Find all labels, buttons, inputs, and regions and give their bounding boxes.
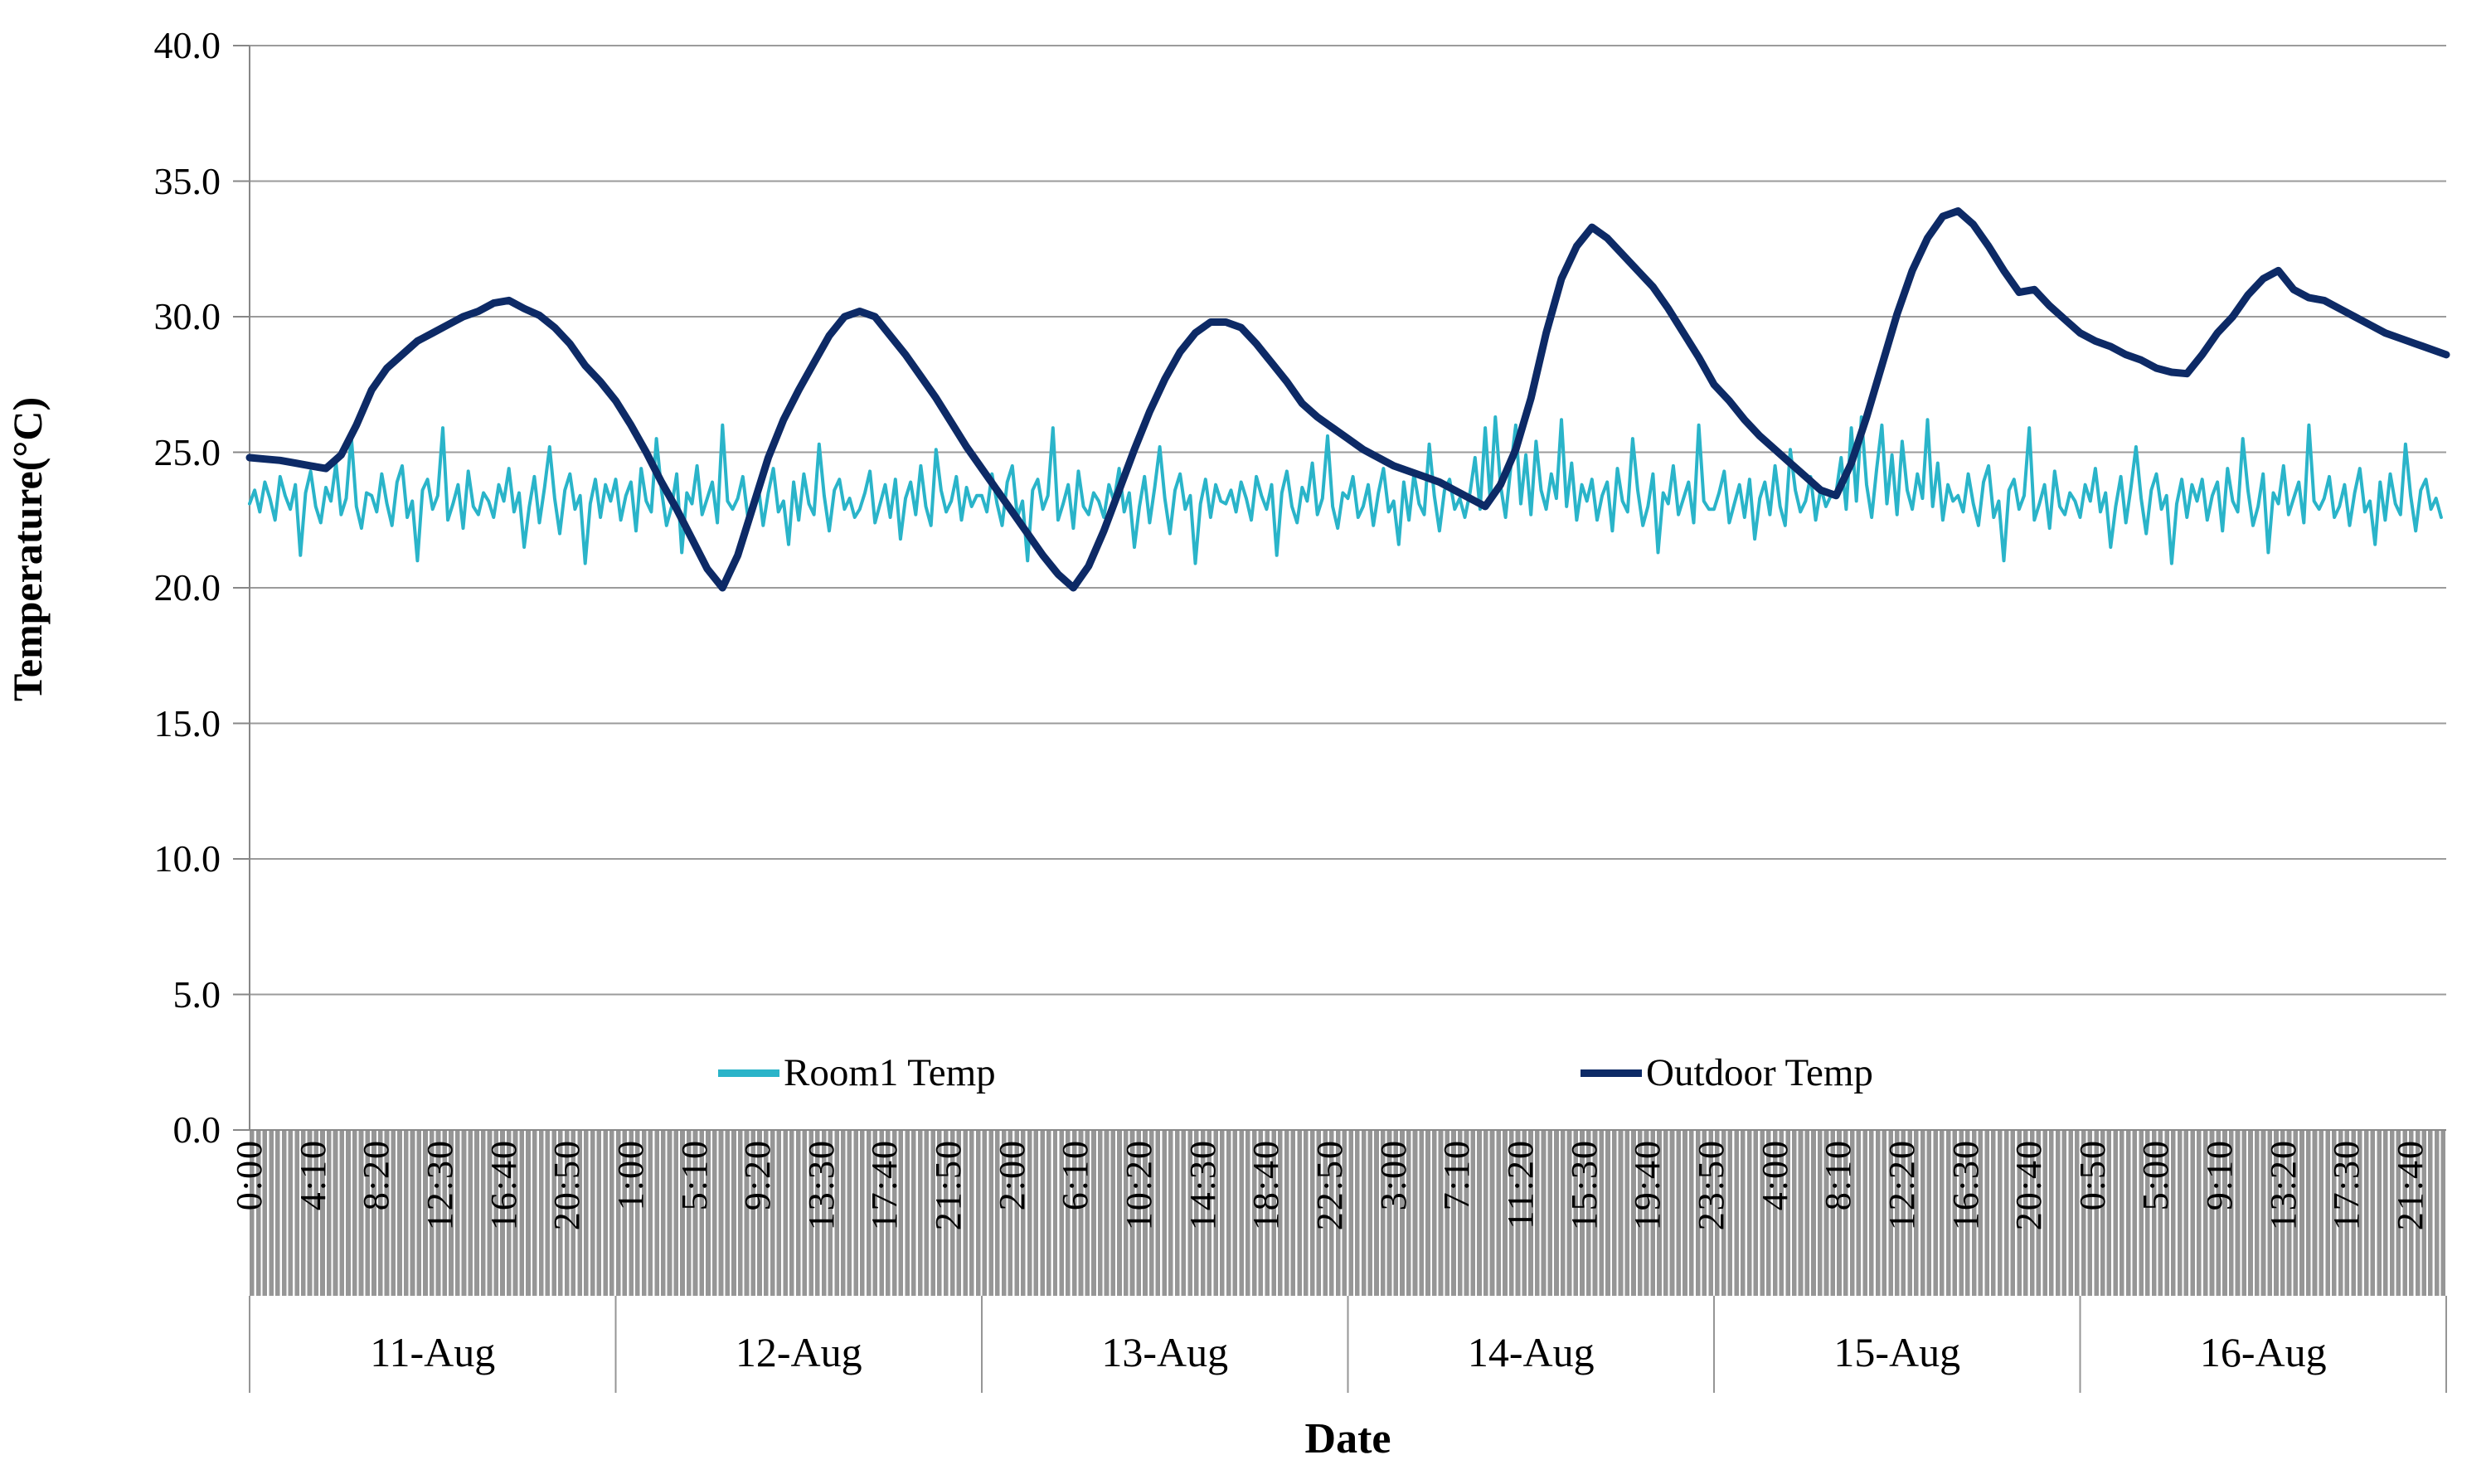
y-tick-label: 0.0 [172,1108,221,1151]
legend-label-room1-temp: Room1 Temp [784,1051,996,1094]
x-time-label: 1:00 [609,1139,651,1211]
x-time-label: 6:10 [1055,1139,1096,1211]
outdoor-temp-line-swatch [1581,1069,1642,1077]
x-time-label: 0:50 [2071,1139,2113,1211]
y-tick-label: 30.0 [153,295,221,337]
x-time-label: 23:50 [1690,1139,1731,1231]
x-time-label: 17:30 [2326,1139,2367,1231]
x-time-label: 9:10 [2199,1139,2241,1211]
x-date-label: 11-Aug [370,1329,496,1375]
y-tick-label: 15.0 [153,701,221,744]
x-time-label: 8:10 [1818,1139,1859,1211]
x-axis-tick-band [250,1131,2446,1296]
x-time-label: 16:30 [1945,1139,1986,1231]
x-time-label: 16:40 [483,1139,524,1231]
y-tick-label: 5.0 [172,972,221,1016]
x-time-label: 11:20 [1499,1139,1541,1229]
x-time-label: 14:30 [1182,1139,1223,1231]
x-time-label: 8:20 [356,1139,397,1211]
legend-item-outdoor-temp[interactable]: Outdoor Temp [1581,1050,1873,1096]
y-tick-label: 20.0 [153,566,221,609]
x-time-label: 5:10 [673,1139,715,1211]
x-time-label: 22:50 [1309,1139,1351,1231]
x-time-label: 17:40 [864,1139,906,1231]
y-axis-title: Temperature(°C) [4,396,51,702]
series-line-room1-temp[interactable] [248,415,2443,565]
x-date-label: 16-Aug [2199,1329,2327,1375]
x-time-label: 7:10 [1436,1139,1478,1211]
x-time-label: 13:30 [800,1139,842,1231]
x-time-label: 5:00 [2135,1139,2177,1211]
x-time-label: 2:00 [991,1139,1032,1211]
x-time-label: 18:40 [1246,1139,1287,1231]
x-date-label: 14-Aug [1467,1329,1595,1375]
x-time-label: 10:20 [1119,1139,1160,1231]
x-axis-title: Date [1304,1415,1391,1462]
x-time-label: 21:50 [928,1139,969,1231]
x-time-label: 19:40 [1627,1139,1668,1231]
x-time-label: 4:00 [1754,1139,1795,1211]
x-time-label: 20:50 [546,1139,588,1231]
x-time-label: 20:40 [2008,1139,2050,1231]
x-time-label: 12:30 [419,1139,460,1231]
x-time-label: 3:00 [1372,1139,1414,1211]
x-date-label: 12-Aug [735,1329,862,1375]
x-time-label: 21:40 [2390,1139,2431,1231]
x-time-label: 0:00 [229,1139,269,1211]
x-time-label: 15:30 [1563,1139,1605,1231]
x-time-label: 13:20 [2262,1139,2304,1231]
room1-temp-line-swatch [718,1069,779,1077]
x-time-label: 9:20 [737,1139,779,1211]
legend-label-outdoor-temp: Outdoor Temp [1646,1051,1873,1094]
x-date-label: 13-Aug [1101,1329,1229,1375]
x-time-label: 4:10 [292,1139,333,1211]
series-line-outdoor-temp[interactable] [245,207,2450,592]
legend-item-room1-temp[interactable]: Room1 Temp [718,1050,996,1096]
y-tick-label: 35.0 [153,159,221,202]
y-tick-label: 40.0 [153,24,221,66]
x-time-label: 12:20 [1881,1139,1922,1231]
x-date-label: 15-Aug [1833,1329,1961,1375]
y-tick-label: 10.0 [153,837,221,880]
y-tick-label: 25.0 [153,430,221,473]
